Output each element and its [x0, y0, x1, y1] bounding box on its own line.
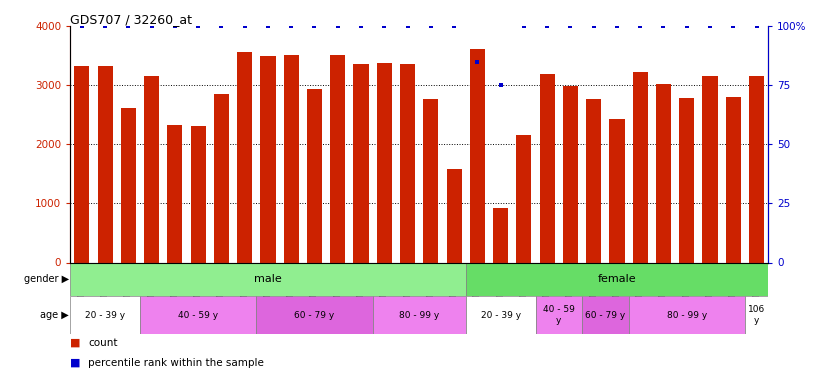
Text: gender ▶: gender ▶ — [24, 274, 69, 284]
Point — [448, 23, 461, 29]
Bar — [307, 90, 322, 262]
Point — [377, 23, 391, 29]
Point — [587, 23, 601, 29]
Point — [98, 23, 112, 29]
Bar — [745, 296, 768, 334]
Bar — [586, 99, 601, 262]
Point — [238, 23, 251, 29]
Bar — [582, 296, 629, 334]
Bar — [470, 49, 485, 262]
Text: 80 - 99 y: 80 - 99 y — [399, 310, 439, 320]
Text: male: male — [254, 274, 282, 284]
Bar — [121, 108, 136, 262]
Bar — [535, 296, 582, 334]
Text: 40 - 59
y: 40 - 59 y — [543, 305, 575, 325]
Bar — [354, 64, 368, 262]
Bar — [97, 66, 112, 262]
Bar — [70, 262, 466, 296]
Point — [750, 23, 763, 29]
Point — [471, 58, 484, 64]
Point — [727, 23, 740, 29]
Bar — [373, 296, 466, 334]
Bar — [140, 296, 256, 334]
Point — [121, 23, 135, 29]
Text: GDS707 / 32260_at: GDS707 / 32260_at — [70, 13, 192, 26]
Bar — [74, 66, 89, 262]
Bar — [237, 52, 252, 262]
Bar — [214, 94, 229, 262]
Text: 40 - 59 y: 40 - 59 y — [178, 310, 218, 320]
Bar — [400, 64, 415, 262]
Point — [494, 82, 507, 88]
Bar — [563, 86, 578, 262]
Text: female: female — [598, 274, 636, 284]
Point — [75, 23, 88, 29]
Point — [704, 23, 717, 29]
Bar — [726, 96, 741, 262]
Bar — [516, 135, 531, 262]
Point — [680, 23, 693, 29]
Bar — [679, 98, 695, 262]
Bar — [656, 84, 671, 262]
Bar — [256, 296, 373, 334]
Text: 20 - 39 y: 20 - 39 y — [481, 310, 520, 320]
Bar — [144, 76, 159, 262]
Bar — [493, 208, 508, 262]
Point — [285, 23, 298, 29]
Bar — [610, 119, 624, 262]
Point — [145, 23, 159, 29]
Point — [354, 23, 368, 29]
Text: 60 - 79 y: 60 - 79 y — [294, 310, 335, 320]
Point — [401, 23, 414, 29]
Bar — [423, 99, 439, 262]
Bar — [466, 262, 768, 296]
Point — [261, 23, 274, 29]
Point — [425, 23, 438, 29]
Text: 80 - 99 y: 80 - 99 y — [667, 310, 707, 320]
Bar — [629, 296, 745, 334]
Point — [169, 23, 182, 29]
Point — [308, 23, 321, 29]
Point — [564, 23, 577, 29]
Bar — [633, 72, 648, 262]
Text: age ▶: age ▶ — [40, 310, 69, 320]
Bar — [749, 76, 764, 262]
Bar — [447, 169, 462, 262]
Text: 106
y: 106 y — [748, 305, 765, 325]
Text: ■: ■ — [70, 358, 81, 368]
Bar — [330, 55, 345, 262]
Point — [215, 23, 228, 29]
Point — [517, 23, 530, 29]
Point — [657, 23, 670, 29]
Text: count: count — [88, 338, 118, 348]
Text: 60 - 79 y: 60 - 79 y — [585, 310, 625, 320]
Bar — [702, 76, 718, 262]
Bar — [260, 56, 276, 262]
Point — [634, 23, 647, 29]
Point — [331, 23, 344, 29]
Point — [610, 23, 624, 29]
Bar — [377, 63, 392, 262]
Bar — [191, 126, 206, 262]
Bar — [539, 74, 555, 262]
Point — [540, 23, 553, 29]
Text: ■: ■ — [70, 338, 81, 348]
Bar — [466, 296, 535, 334]
Text: percentile rank within the sample: percentile rank within the sample — [88, 358, 264, 368]
Text: 20 - 39 y: 20 - 39 y — [85, 310, 126, 320]
Point — [192, 23, 205, 29]
Bar — [283, 55, 299, 262]
Bar — [70, 296, 140, 334]
Bar — [168, 126, 183, 262]
